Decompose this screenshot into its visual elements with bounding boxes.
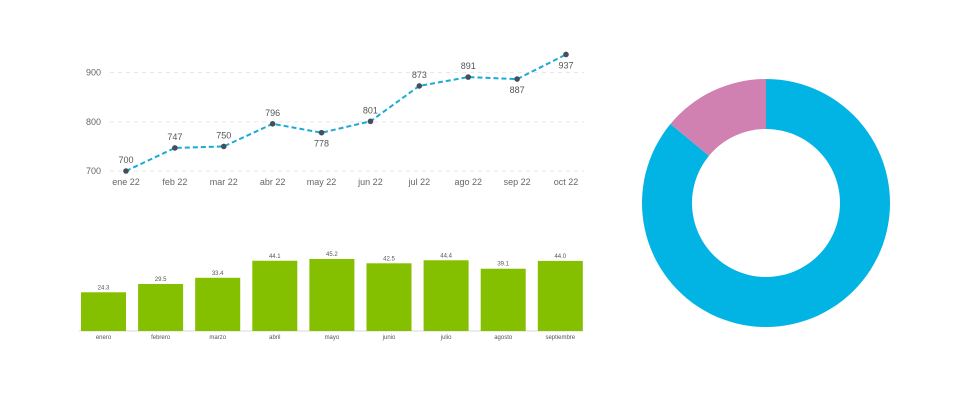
data-label: 891 bbox=[461, 61, 476, 71]
data-point bbox=[416, 83, 423, 89]
bar-category-label: abril bbox=[269, 335, 280, 341]
bar-value-label: 44.4 bbox=[440, 253, 452, 259]
x-tick-label: ago 22 bbox=[454, 177, 482, 187]
data-point bbox=[465, 74, 472, 80]
data-point bbox=[318, 129, 325, 136]
data-label: 700 bbox=[118, 155, 133, 165]
bar bbox=[537, 260, 583, 331]
data-label: 801 bbox=[363, 105, 378, 115]
data-point bbox=[123, 168, 129, 174]
y-tick-label: 900 bbox=[86, 68, 101, 78]
bar-value-label: 42.5 bbox=[383, 256, 395, 262]
data-point bbox=[367, 118, 374, 125]
bar-category-label: marzo bbox=[209, 335, 226, 341]
donut-slice bbox=[642, 79, 891, 327]
data-point bbox=[563, 51, 569, 58]
bar-value-label: 44.0 bbox=[554, 254, 566, 260]
bar bbox=[309, 259, 355, 331]
x-tick-label: may 22 bbox=[307, 177, 337, 187]
bar-category-label: mayo bbox=[325, 335, 340, 341]
x-tick-label: oct 22 bbox=[554, 177, 579, 187]
data-point bbox=[269, 121, 276, 127]
bar-category-label: junio bbox=[382, 335, 396, 341]
bar-value-label: 45.2 bbox=[326, 252, 338, 258]
x-tick-label: abr 22 bbox=[260, 177, 286, 187]
bar-value-label: 29.5 bbox=[155, 277, 167, 283]
line-chart-y-axis: 700 800 900 bbox=[86, 68, 101, 176]
data-label: 873 bbox=[412, 70, 427, 80]
data-point bbox=[514, 76, 520, 82]
line-chart-data-labels: 700 747 750 796 778 801 873 891 887 937 bbox=[118, 60, 573, 165]
data-point bbox=[172, 145, 178, 151]
x-tick-label: jul 22 bbox=[408, 177, 431, 187]
line-chart-gridlines bbox=[110, 72, 584, 172]
bar bbox=[366, 263, 412, 331]
bar-chart-bars bbox=[81, 259, 583, 331]
x-tick-label: feb 22 bbox=[162, 177, 187, 187]
y-tick-label: 800 bbox=[86, 117, 101, 127]
data-label: 778 bbox=[314, 139, 329, 149]
y-tick-label: 700 bbox=[86, 166, 101, 176]
bar bbox=[480, 268, 526, 331]
bar bbox=[252, 260, 298, 331]
bar bbox=[81, 292, 126, 331]
bar-category-label: enero bbox=[96, 335, 112, 341]
bar-category-label: septiembre bbox=[545, 335, 575, 341]
x-tick-label: mar 22 bbox=[210, 177, 238, 187]
bar bbox=[138, 284, 184, 331]
bar bbox=[423, 260, 469, 331]
bar-value-label: 33.4 bbox=[212, 271, 224, 277]
data-point bbox=[220, 143, 227, 150]
data-label: 747 bbox=[167, 132, 182, 142]
bar-chart-x-axis: enero febrero marzo abril mayo junio julio agos… bbox=[96, 335, 576, 341]
bar-chart-value-labels: 24.3 29.5 33.4 44.1 45.2 42.5 44.4 39.1 44.0 bbox=[98, 252, 567, 291]
bar-category-label: febrero bbox=[151, 335, 171, 341]
line-series bbox=[125, 53, 567, 172]
bar bbox=[195, 277, 241, 331]
bar-category-label: julio bbox=[440, 335, 452, 341]
data-label: 937 bbox=[558, 60, 573, 70]
data-label: 796 bbox=[265, 108, 280, 118]
donut-slice bbox=[670, 79, 766, 156]
bar-value-label: 44.1 bbox=[269, 254, 281, 260]
bar-category-label: agosto bbox=[494, 335, 513, 341]
bar-value-label: 39.1 bbox=[497, 262, 509, 268]
x-tick-label: jun 22 bbox=[357, 177, 383, 187]
bar-chart: 24.3 29.5 33.4 44.1 45.2 42.5 44.4 39.1 44.0 ene… bbox=[79, 252, 583, 341]
line-chart-points bbox=[123, 51, 569, 174]
x-tick-label: ene 22 bbox=[112, 177, 140, 187]
donut-chart bbox=[642, 79, 891, 327]
data-label: 887 bbox=[510, 85, 525, 95]
line-chart: 700 800 900 ene 22 feb 22 mar 22 abr 22 may 22… bbox=[86, 51, 584, 187]
x-tick-label: sep 22 bbox=[504, 177, 531, 187]
data-label: 750 bbox=[216, 130, 231, 140]
bar-value-label: 24.3 bbox=[98, 285, 110, 291]
line-chart-x-axis: ene 22 feb 22 mar 22 abr 22 may 22 jun 22 jul … bbox=[112, 177, 578, 187]
